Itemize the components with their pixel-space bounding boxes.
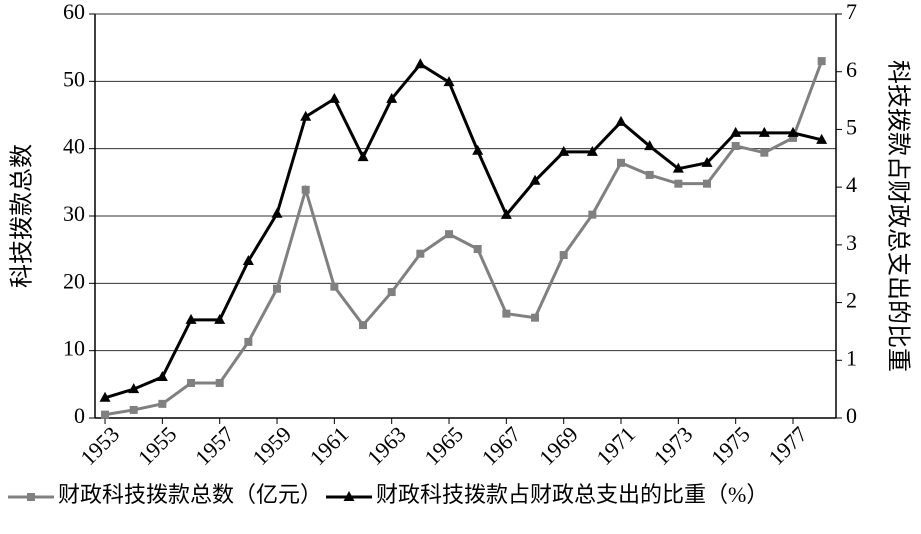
marker [445,230,454,239]
y2-tick-label: 7 [846,0,857,24]
marker [500,208,512,219]
marker [271,207,283,218]
marker [529,174,541,185]
marker [672,162,684,173]
marker [473,244,482,253]
x-tick-label: 1965 [419,421,468,470]
y-tick-label: 60 [63,0,85,24]
y-tick-label: 0 [74,403,85,428]
marker [502,309,511,318]
x-tick-label: 1967 [477,421,526,470]
marker [414,58,426,69]
marker [443,76,455,87]
x-tick-label: 1953 [75,421,124,470]
y2-tick-label: 4 [846,172,857,197]
x-tick-label: 1961 [305,421,354,470]
y-tick-label: 10 [63,336,85,361]
marker [617,158,626,167]
marker [129,405,138,414]
marker [242,255,254,266]
marker [674,179,683,188]
x-tick-label: 1957 [190,421,239,470]
y-tick-label: 50 [63,66,85,91]
marker [244,337,253,346]
x-tick-label: 1969 [534,421,583,470]
x-tick-label: 1955 [133,421,182,470]
y2-tick-label: 2 [846,288,857,313]
marker [703,179,712,188]
x-tick-label: 1971 [591,421,640,470]
marker [758,126,770,137]
marker [273,284,282,293]
marker [645,170,654,179]
y2-tick-label: 0 [846,403,857,428]
marker [787,126,799,137]
marker [558,145,570,156]
marker [789,133,798,142]
y2-axis-title: 科技拨款占财政总支出的比重 [884,60,911,372]
marker [343,491,355,501]
x-tick-label: 1973 [649,421,698,470]
marker [588,210,597,219]
marker [300,110,312,121]
y2-tick-label: 3 [846,230,857,255]
marker [731,141,740,150]
y-axis-title: 科技拨款总数 [9,144,36,288]
marker [817,57,826,66]
marker [760,148,769,157]
series-line [104,60,824,417]
marker [531,313,540,322]
marker [472,144,484,155]
marker [185,313,197,324]
marker [644,140,656,151]
y2-tick-label: 6 [846,57,857,82]
marker [701,156,713,167]
marker [99,391,111,402]
marker [214,313,226,324]
marker [586,145,598,156]
marker [215,378,224,387]
marker [301,185,310,194]
y-tick-label: 40 [63,134,85,159]
marker [128,383,140,394]
x-tick-label: 1959 [247,421,296,470]
marker [386,92,398,103]
marker [158,399,167,408]
x-tick-label: 1975 [706,421,755,470]
legend-label: 财政科技拨款占财政总支出的比重（%） [376,482,768,507]
marker [27,493,35,501]
legend-label: 财政科技拨款总数（亿元） [58,482,322,507]
y-tick-label: 20 [63,268,85,293]
marker [730,126,742,137]
marker [416,249,425,258]
y-tick-label: 30 [63,201,85,226]
y2-tick-label: 1 [846,345,857,370]
marker [387,288,396,297]
x-tick-label: 1963 [362,421,411,470]
series-line [104,62,823,400]
marker [328,92,340,103]
marker [615,115,627,126]
x-tick-label: 1977 [763,421,812,470]
marker [187,378,196,387]
y2-tick-label: 5 [846,114,857,139]
marker [357,151,369,162]
marker [101,410,110,419]
marker [330,282,339,291]
marker [359,321,368,330]
marker [559,251,568,260]
marker [156,371,168,382]
marker [816,133,828,144]
